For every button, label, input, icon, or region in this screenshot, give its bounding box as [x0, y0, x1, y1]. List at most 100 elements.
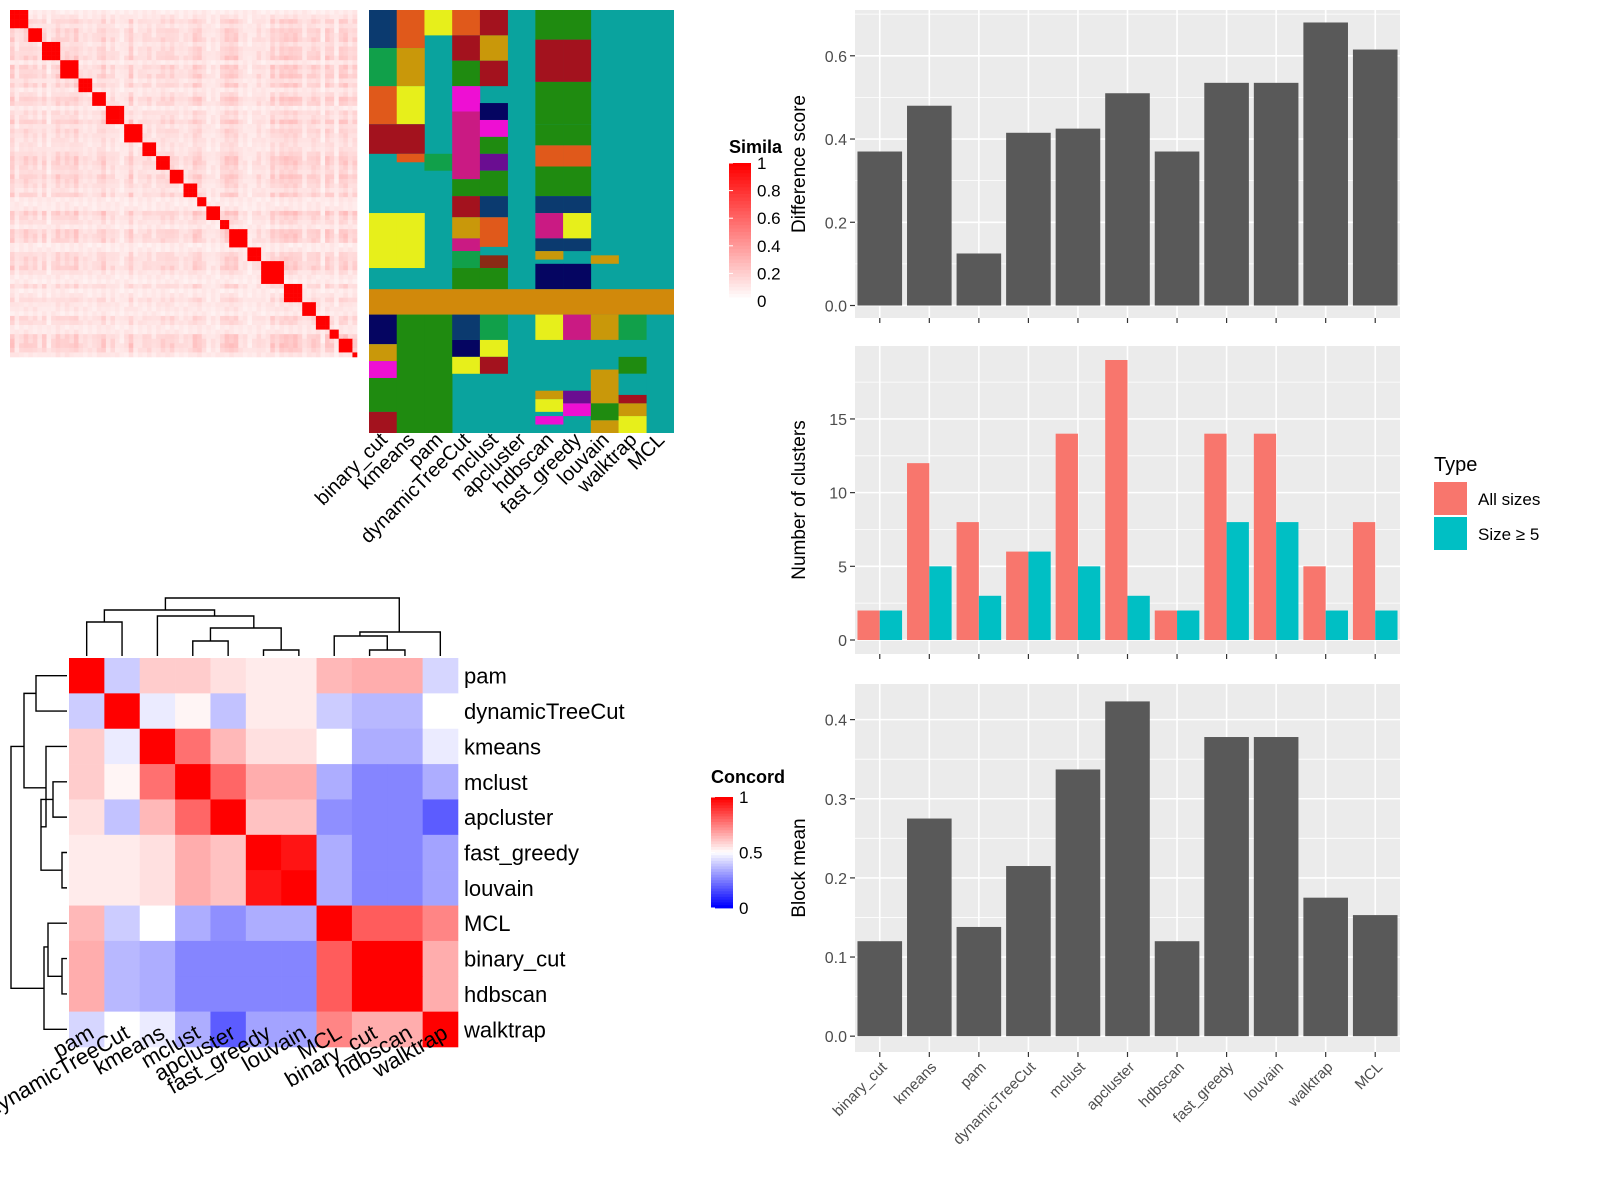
similarity-cell [215, 96, 221, 102]
similarity-cell [169, 293, 175, 298]
similarity-cell [165, 297, 171, 303]
similarity-cell [334, 14, 340, 20]
similarity-cell [334, 279, 340, 285]
similarity-cell [14, 133, 20, 139]
similarity-cell [92, 188, 98, 193]
similarity-cell [352, 101, 358, 107]
similarity-cell [160, 142, 166, 148]
similarity-cell [220, 265, 225, 271]
similarity-cell [183, 192, 189, 198]
similarity-cell [183, 69, 189, 75]
similarity-cell [270, 101, 276, 107]
similarity-cell [46, 169, 52, 175]
similarity-cell [201, 297, 207, 303]
similarity-cell [14, 220, 20, 225]
similarity-cell [28, 119, 34, 125]
similarity-cell [283, 142, 289, 148]
similarity-cell [233, 251, 239, 257]
similarity-cell [188, 83, 193, 88]
similarity-cell [78, 210, 84, 216]
similarity-cell [302, 46, 308, 52]
similarity-cell [124, 78, 130, 84]
similarity-cell [274, 19, 280, 24]
similarity-cell [142, 160, 148, 166]
similarity-cell [197, 279, 203, 285]
similarity-cell [14, 242, 20, 248]
similarity-cell [329, 142, 335, 148]
similarity-cell [69, 206, 75, 212]
similarity-cell [320, 293, 326, 298]
similarity-cell [311, 192, 317, 198]
similarity-cell [165, 110, 171, 116]
similarity-cell [151, 302, 157, 308]
similarity-cell [73, 69, 79, 75]
similarity-cell [347, 60, 353, 66]
similarity-cell [178, 124, 184, 130]
similarity-cell [124, 151, 130, 157]
similarity-cell [32, 64, 38, 70]
similarity-cell [137, 69, 143, 75]
similarity-cell [105, 206, 111, 212]
similarity-cell [156, 137, 161, 143]
similarity-cell [270, 279, 276, 285]
similarity-cell [69, 156, 75, 161]
similarity-cell [115, 128, 120, 134]
similarity-cell [73, 142, 79, 148]
similarity-cell [174, 128, 180, 134]
similarity-cell [46, 124, 52, 130]
similarity-cell [242, 110, 248, 116]
similarity-cell [210, 83, 216, 88]
similarity-cell [302, 78, 308, 84]
similarity-cell [83, 229, 88, 235]
similarity-cell [105, 229, 111, 235]
similarity-cell [224, 265, 230, 271]
similarity-cell [270, 160, 276, 166]
similarity-cell [73, 60, 79, 66]
similarity-cell [96, 23, 102, 29]
similarity-cell [343, 206, 349, 212]
similarity-cell [28, 242, 34, 248]
similarity-cell [343, 279, 349, 285]
similarity-cell [101, 233, 107, 239]
similarity-cell [169, 274, 175, 280]
similarity-cell [220, 28, 225, 34]
similarity-cell [51, 14, 56, 20]
similarity-cell [283, 41, 289, 47]
similarity-cell [64, 37, 70, 43]
similarity-cell [124, 124, 130, 130]
similarity-cell [174, 206, 180, 212]
similarity-cell [133, 178, 139, 184]
similarity-cell [297, 261, 303, 266]
similarity-cell [315, 110, 321, 116]
similarity-cell [137, 51, 143, 56]
similarity-cell [206, 283, 212, 289]
similarity-cell [270, 19, 276, 24]
similarity-cell [78, 110, 84, 116]
similarity-cell [51, 224, 56, 230]
similarity-cell [46, 197, 52, 203]
similarity-cell [115, 146, 120, 152]
similarity-cell [146, 247, 152, 253]
similarity-cell [137, 238, 143, 244]
similarity-cell [201, 64, 207, 70]
similarity-cell [96, 10, 102, 15]
similarity-cell [251, 229, 257, 235]
similarity-cell [169, 92, 175, 98]
similarity-cell [238, 302, 244, 308]
similarity-cell [242, 32, 248, 38]
similarity-cell [41, 183, 47, 189]
similarity-cell [224, 247, 230, 253]
similarity-cell [78, 92, 84, 98]
similarity-cell [124, 279, 130, 285]
similarity-cell [192, 146, 198, 152]
similarity-cell [101, 41, 107, 47]
similarity-cell [293, 23, 298, 29]
similarity-cell [306, 46, 312, 52]
similarity-cell [293, 206, 298, 212]
similarity-cell [28, 188, 34, 193]
similarity-cell [270, 169, 276, 175]
similarity-cell [352, 174, 358, 180]
similarity-cell [343, 201, 349, 207]
similarity-cell [64, 142, 70, 148]
similarity-cell [156, 233, 161, 239]
